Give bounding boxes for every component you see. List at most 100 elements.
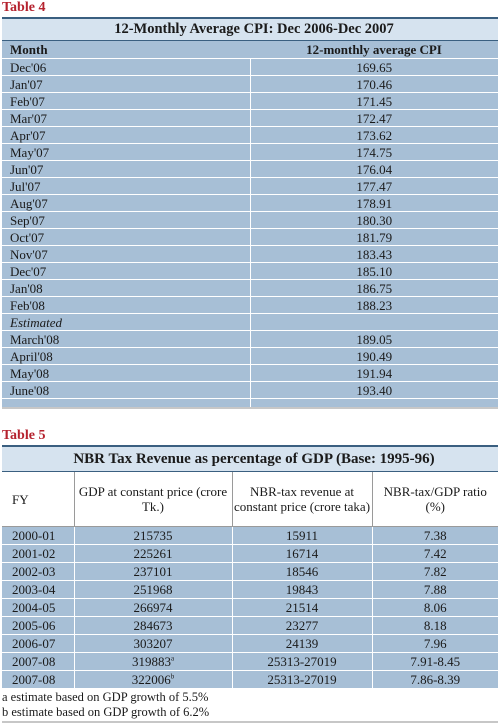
month-cell: Jun'07 <box>2 160 250 178</box>
fy-cell: 2007-08 <box>2 652 74 671</box>
tax-row: 2006-07 303207 24139 7.96 <box>2 634 498 653</box>
cpi-value-cell: 169.65 <box>249 58 498 76</box>
band-cell <box>249 398 498 409</box>
gdp-value: 225261 <box>133 546 173 561</box>
ratio-cell: 7.88 <box>371 580 498 599</box>
gdp-cell: 237101 <box>73 562 232 581</box>
ratio-cell: 7.42 <box>371 544 498 563</box>
month-cell: March'08 <box>2 330 250 348</box>
footnote-marker: a <box>170 654 175 663</box>
cpi-row: May'07 174.75 <box>2 143 498 161</box>
col-header-cpi: 12-monthly average CPI <box>250 40 498 59</box>
tax-row: 2002-03 237101 18546 7.82 <box>2 562 498 581</box>
fy-cell: 2006-07 <box>2 634 74 653</box>
fy-cell: 2002-03 <box>2 562 74 581</box>
revenue-cell: 15911 <box>231 526 372 545</box>
gdp-value: 319883 <box>131 654 171 669</box>
month-cell: Feb'08 <box>2 296 250 314</box>
gdp-value: 303207 <box>133 636 173 651</box>
cpi-estimated-row: May'08 191.94 <box>2 364 498 382</box>
gdp-value: 237101 <box>133 564 173 579</box>
cpi-value-cell: 188.23 <box>249 296 498 314</box>
fy-cell: 2007-08 <box>2 670 74 688</box>
cpi-table: 12-Monthly Average CPI: Dec 2006-Dec 200… <box>2 17 498 409</box>
revenue-cell: 19843 <box>231 580 372 599</box>
cpi-row: Mar'07 172.47 <box>2 109 498 127</box>
month-cell: April'08 <box>2 347 250 365</box>
tax-revenue-table: NBR Tax Revenue as percentage of GDP (Ba… <box>2 445 498 688</box>
tax-row: 2003-04 251968 19843 7.88 <box>2 580 498 599</box>
cpi-row: Sep'07 180.30 <box>2 211 498 229</box>
fy-cell: 2000-01 <box>2 526 74 545</box>
gdp-value: 251968 <box>133 582 173 597</box>
ratio-cell: 7.82 <box>371 562 498 581</box>
month-cell: May'07 <box>2 143 250 161</box>
col-header-ratio: NBR-tax/GDP ratio (%) <box>371 471 498 527</box>
cpi-row: Dec'06 169.65 <box>2 58 498 76</box>
revenue-cell: 16714 <box>231 544 372 563</box>
ratio-cell: 8.06 <box>371 598 498 617</box>
cpi-row: Jul'07 177.47 <box>2 177 498 195</box>
cpi-row: Feb'08 188.23 <box>2 296 498 314</box>
gdp-cell: 284673 <box>73 616 232 635</box>
revenue-cell: 18546 <box>231 562 372 581</box>
table4-caption: Table 4 <box>2 0 46 15</box>
cpi-row: Jun'07 176.04 <box>2 160 498 178</box>
cpi-value-cell: 177.47 <box>249 177 498 195</box>
revenue-cell: 21514 <box>231 598 372 617</box>
cpi-estimated-row: March'08 189.05 <box>2 330 498 348</box>
tax-row: 2001-02 225261 16714 7.42 <box>2 544 498 563</box>
cpi-table-title: 12-Monthly Average CPI: Dec 2006-Dec 200… <box>2 17 498 41</box>
gdp-cell: 322006b <box>73 670 232 688</box>
revenue-cell: 25313-27019 <box>231 670 372 688</box>
month-cell: Aug'07 <box>2 194 250 212</box>
month-cell: Mar'07 <box>2 109 250 127</box>
cpi-value-cell: 174.75 <box>249 143 498 161</box>
tax-row: 2000-01 215735 15911 7.38 <box>2 526 498 545</box>
fy-cell: 2001-02 <box>2 544 74 563</box>
ratio-cell: 7.38 <box>371 526 498 545</box>
estimated-label: Estimated <box>2 313 250 331</box>
cpi-value-cell: 171.45 <box>249 92 498 110</box>
month-cell: Oct'07 <box>2 228 250 246</box>
cpi-row: Jan'08 186.75 <box>2 279 498 297</box>
footnote-marker: b <box>170 672 175 681</box>
fy-cell: 2004-05 <box>2 598 74 617</box>
revenue-cell: 25313-27019 <box>231 652 372 671</box>
tax-row: 2005-06 284673 23277 8.18 <box>2 616 498 635</box>
month-cell: Dec'06 <box>2 58 250 76</box>
cpi-row: Jan'07 170.46 <box>2 75 498 93</box>
cpi-value-cell: 170.46 <box>249 75 498 93</box>
cpi-value-cell: 193.40 <box>249 381 498 399</box>
revenue-cell: 24139 <box>231 634 372 653</box>
cpi-value-cell: 173.62 <box>249 126 498 144</box>
month-cell: Apr'07 <box>2 126 250 144</box>
cpi-row: Feb'07 171.45 <box>2 92 498 110</box>
cpi-estimated-row: June'08 193.40 <box>2 381 498 399</box>
footnote-b: b estimate based on GDP growth of 6.2% <box>2 705 210 719</box>
revenue-cell: 23277 <box>231 616 372 635</box>
col-header-fy: FY <box>2 471 74 527</box>
band-cell <box>2 398 250 409</box>
month-cell: Jan'08 <box>2 279 250 297</box>
cpi-value-cell: 190.49 <box>249 347 498 365</box>
tax-row: 2004-05 266974 21514 8.06 <box>2 598 498 617</box>
gdp-cell: 319883a <box>73 652 232 671</box>
fy-cell: 2005-06 <box>2 616 74 635</box>
month-cell: Dec'07 <box>2 262 250 280</box>
gdp-cell: 251968 <box>73 580 232 599</box>
gdp-cell: 225261 <box>73 544 232 563</box>
cpi-value-cell: 186.75 <box>249 279 498 297</box>
cpi-row: Dec'07 185.10 <box>2 262 498 280</box>
cpi-value-cell: 183.43 <box>249 245 498 263</box>
cpi-row: Nov'07 183.43 <box>2 245 498 263</box>
gdp-value: 284673 <box>133 618 173 633</box>
ratio-cell: 7.86-8.39 <box>371 670 498 688</box>
cpi-value-cell: 189.05 <box>249 330 498 348</box>
month-cell: Sep'07 <box>2 211 250 229</box>
cpi-estimated-row: April'08 190.49 <box>2 347 498 365</box>
gdp-value: 215735 <box>133 528 173 543</box>
gdp-value: 266974 <box>133 600 173 615</box>
col-header-gdp: GDP at constant price (crore Tk.) <box>73 471 232 527</box>
table-bottom-band <box>2 398 498 409</box>
